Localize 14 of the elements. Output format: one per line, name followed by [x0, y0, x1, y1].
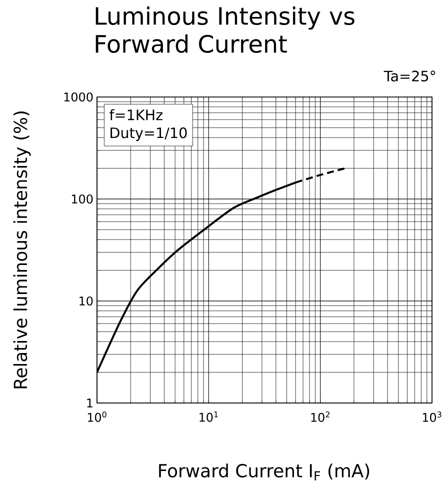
y-axis-title: Relative luminous intensity (%): [13, 112, 31, 388]
annotation: Duty=1/10: [110, 127, 187, 142]
y-tick-label: 1000: [64, 92, 93, 102]
text: Ta=25°: [384, 70, 436, 82]
x-tick-label: 10$^{1}$: [200, 412, 218, 422]
annotation: f=1KHz: [110, 109, 163, 120]
x-tick-label: 10$^{3}$: [422, 411, 442, 422]
x-axis-title: Forward Current I$_{F}$ (mA): [159, 464, 370, 480]
y-tick-label: 1: [87, 398, 92, 408]
x-tick-label: 10$^{0}$: [88, 411, 106, 422]
y-tick-label: 10: [80, 296, 93, 306]
chart-title: Luminous Intensity vs Forward Current: [96, 6, 354, 53]
y-tick-label: 100: [72, 194, 93, 204]
x-tick-label: 10$^{2}$: [311, 411, 330, 422]
